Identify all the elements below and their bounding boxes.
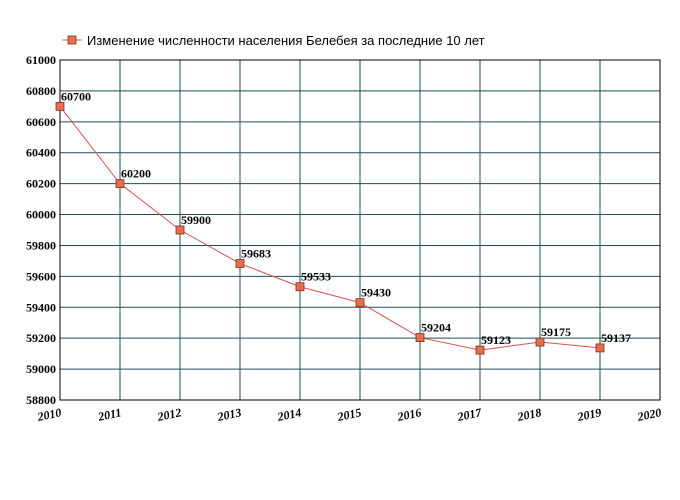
plot-frame (59, 59, 661, 401)
x-tick-label: 2018 (515, 405, 542, 424)
y-tick-label: 59600 (26, 269, 56, 283)
x-tick-label: 2011 (96, 405, 123, 424)
x-tick-label: 2014 (275, 405, 302, 424)
data-point (115, 179, 125, 189)
y-tick-label: 58800 (26, 393, 56, 407)
y-tick-label: 60200 (26, 177, 56, 191)
plot-area: 58800 59000 59200 59400 59600 59800 60000 60200… (26, 53, 663, 424)
x-tick-label: 2020 (635, 405, 662, 424)
data-label: 59175 (541, 325, 571, 339)
x-tick-label: 2019 (575, 405, 602, 424)
x-axis-ticks: 2010 2011 2012 2013 2014 2015 2016 2017 2018 2019… (35, 405, 662, 424)
legend: Изменение численности населения Белебея … (62, 33, 485, 48)
data-point (355, 298, 365, 308)
legend-marker-sample (67, 35, 77, 45)
x-tick-label: 2013 (215, 405, 242, 424)
data-label: 59900 (181, 213, 211, 227)
data-point (595, 343, 605, 353)
data-point (415, 333, 425, 342)
data-point (475, 345, 485, 355)
data-label: 60700 (61, 89, 91, 103)
series-line (59, 106, 601, 351)
y-tick-label: 61000 (26, 53, 56, 67)
x-tick-label: 2016 (395, 405, 422, 424)
x-tick-label: 2015 (335, 405, 362, 424)
x-tick-label: 2010 (35, 405, 62, 424)
series: 60700 60200 59900 59683 59533 59430 59204 59123… (55, 89, 631, 355)
data-label: 59204 (421, 321, 451, 335)
data-label: 59123 (481, 333, 511, 347)
y-tick-label: 59000 (26, 362, 56, 376)
legend-label: Изменение численности населения Белебея … (87, 33, 485, 48)
y-tick-label: 59800 (26, 238, 56, 252)
data-label: 59533 (301, 270, 331, 284)
x-tick-label: 2017 (455, 405, 483, 424)
data-label: 59137 (601, 331, 631, 345)
data-label: 59683 (241, 247, 271, 261)
data-label: 59430 (361, 286, 391, 300)
data-point (55, 101, 65, 111)
data-point (235, 259, 245, 268)
x-tick-label: 2012 (155, 405, 182, 424)
y-tick-label: 59400 (26, 300, 56, 314)
data-label: 60200 (121, 167, 151, 181)
y-axis-ticks: 58800 59000 59200 59400 59600 59800 60000 60200… (26, 53, 56, 407)
y-tick-label: 60000 (26, 208, 56, 222)
data-point (295, 282, 305, 292)
data-point (535, 337, 545, 347)
data-point (175, 225, 185, 235)
y-tick-label: 60400 (26, 146, 56, 160)
y-tick-label: 60600 (26, 115, 56, 129)
y-tick-label: 60800 (26, 84, 56, 98)
y-tick-label: 59200 (26, 331, 56, 345)
